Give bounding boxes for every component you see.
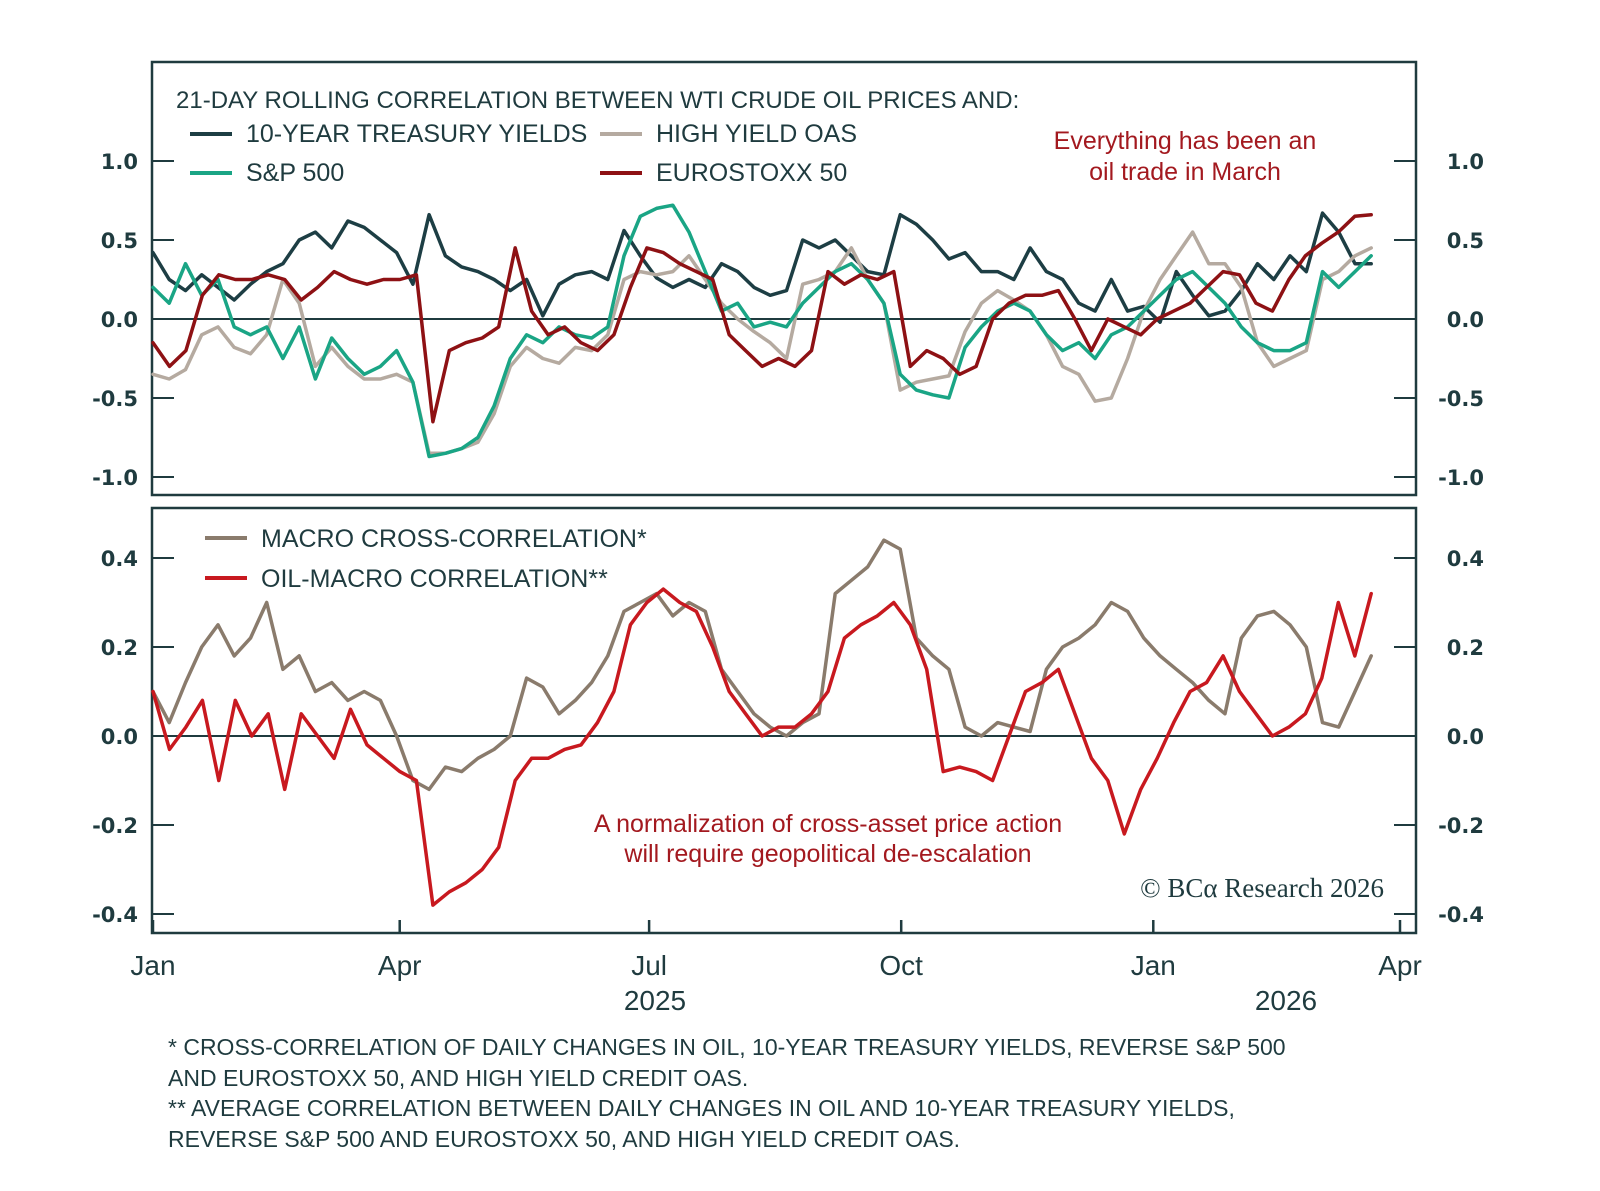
copyright-label: © BCα Research 2026 (1140, 873, 1384, 903)
top-series-group (151, 203, 1373, 459)
bottom-ytick-label-left: 0.2 (101, 636, 138, 660)
bottom-annotation-line2: will require geopolitical de-escalation (623, 840, 1031, 868)
bottom-ytick-label-right: 0.2 (1447, 636, 1484, 660)
top-ytick-label-right: 0.0 (1447, 308, 1484, 332)
series-line-treasury (151, 211, 1373, 324)
top-chart-title: 21-DAY ROLLING CORRELATION BETWEEN WTI C… (176, 87, 1019, 114)
bottom-series-group (151, 538, 1373, 907)
top-ytick-label-left: 0.5 (101, 229, 138, 253)
series-line-oil_macro (151, 587, 1373, 907)
top-ytick-label-left: -0.5 (92, 387, 138, 411)
legend-label-hy-oas: HIGH YIELD OAS (656, 120, 857, 148)
legend-label-oil-macro: OIL-MACRO CORRELATION** (261, 565, 608, 593)
top-ytick-label-right: -1.0 (1438, 466, 1484, 490)
top-ytick-label-left: -1.0 (92, 466, 138, 490)
legend-label-macro-cross: MACRO CROSS-CORRELATION* (261, 525, 647, 553)
x-tick-label: Apr (1378, 950, 1422, 981)
bottom-ytick-label-right: 0.0 (1447, 725, 1484, 749)
top-ytick-label-right: 1.0 (1447, 150, 1484, 174)
bottom-axis-group: 0.4 0.4 0.2 0.2 0.0 0.0 -0.2 -0.2 -0.4 -0.4 (92, 547, 1484, 927)
legend-label-eurostoxx: EUROSTOXX 50 (656, 159, 847, 187)
top-panel-frame (150, 60, 1418, 497)
series-line-sp500 (151, 203, 1373, 459)
series-line-hy_oas (151, 230, 1373, 456)
legend-label-sp500: S&P 500 (246, 159, 344, 187)
footnote-1-line2: AND EUROSTOXX 50, AND HIGH YIELD CREDIT … (168, 1064, 749, 1091)
x-year-label-2026: 2026 (1255, 985, 1317, 1016)
x-tick-label: Jan (130, 950, 175, 981)
legend-label-treasury: 10-YEAR TREASURY YIELDS (246, 120, 587, 148)
footnote-2-line2: REVERSE S&P 500 AND EUROSTOXX 50, AND HI… (168, 1125, 961, 1152)
bottom-panel-frame (150, 506, 1418, 935)
bottom-ytick-label-left: -0.4 (92, 903, 138, 927)
top-ytick-label-left: 1.0 (101, 150, 138, 174)
top-axis-group: 1.0 1.0 0.5 0.5 0.0 0.0 -0.5 -0.5 -1.0 -1.0 (92, 150, 1484, 490)
top-ytick-label-left: 0.0 (101, 308, 138, 332)
x-tick-label: Jan (1131, 950, 1176, 981)
bottom-ytick-label-right: 0.4 (1447, 547, 1484, 571)
bottom-ytick-label-left: -0.2 (92, 814, 138, 838)
top-annotation-line1: Everything has been an (1054, 127, 1317, 155)
bottom-annotation-line1: A normalization of cross-asset price act… (594, 810, 1062, 838)
series-line-eurostoxx (151, 212, 1373, 424)
bottom-ytick-label-left: 0.4 (101, 547, 138, 571)
footnotes: * CROSS-CORRELATION OF DAILY CHANGES IN … (168, 1032, 1428, 1154)
x-tick-label: Jul (631, 950, 667, 981)
x-tick-label: Apr (378, 950, 422, 981)
bottom-ytick-label-right: -0.2 (1438, 814, 1484, 838)
series-line-macro_cross (151, 538, 1373, 792)
footnote-1-line1: * CROSS-CORRELATION OF DAILY CHANGES IN … (168, 1034, 1286, 1060)
x-tick-label: Oct (879, 950, 923, 981)
bottom-ytick-label-right: -0.4 (1438, 903, 1484, 927)
x-year-label-2025: 2025 (624, 985, 686, 1016)
footnote-2-line1: ** AVERAGE CORRELATION BETWEEN DAILY CHA… (168, 1095, 1235, 1121)
top-ytick-label-right: 0.5 (1447, 229, 1484, 253)
top-annotation-line2: oil trade in March (1089, 158, 1281, 186)
x-axis: Jan Apr Jul Oct Jan Apr 2025 2026 (130, 920, 1422, 1016)
bottom-ytick-label-left: 0.0 (101, 725, 138, 749)
top-ytick-label-right: -0.5 (1438, 387, 1484, 411)
